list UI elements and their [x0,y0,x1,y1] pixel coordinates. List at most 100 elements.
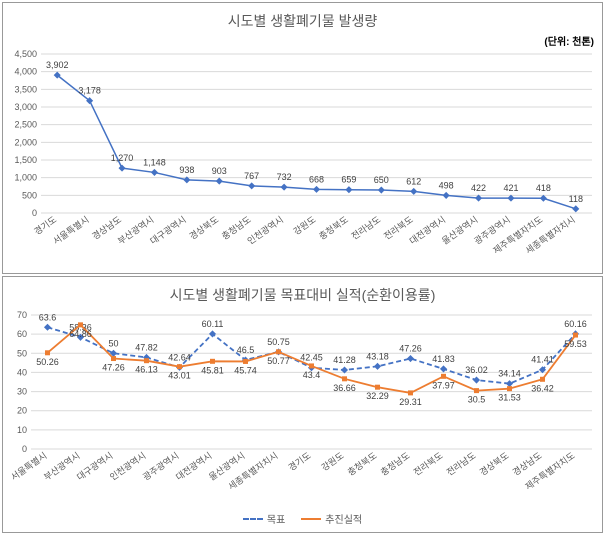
svg-text:대전광역시: 대전광역시 [173,450,213,483]
svg-text:40: 40 [17,367,27,377]
svg-text:충청남도: 충청남도 [379,450,412,477]
legend-item-target: 목표 [243,511,285,526]
svg-text:부산광역시: 부산광역시 [41,450,81,483]
svg-text:60: 60 [17,329,27,339]
svg-text:3,500: 3,500 [14,84,37,94]
svg-text:1,270: 1,270 [111,153,134,163]
svg-text:938: 938 [179,165,194,175]
chart-2-title: 시도별 생활폐기물 목표대비 실적(순환이용률) [3,277,602,307]
svg-text:45.74: 45.74 [234,365,257,375]
legend-label-actual: 추진실적 [325,511,362,526]
svg-text:418: 418 [536,183,551,193]
svg-text:50: 50 [17,348,27,358]
svg-text:903: 903 [212,166,227,176]
svg-text:70: 70 [17,310,27,320]
svg-text:37.97: 37.97 [432,380,455,390]
svg-text:인천광역시: 인천광역시 [245,214,285,247]
svg-text:2,000: 2,000 [14,137,37,147]
svg-text:1,500: 1,500 [14,155,37,165]
svg-text:43.18: 43.18 [366,351,389,361]
svg-text:4,500: 4,500 [14,49,37,59]
svg-text:50.26: 50.26 [36,357,59,367]
svg-text:3,178: 3,178 [78,86,101,96]
svg-text:경기도: 경기도 [286,450,313,473]
chart-1-svg: 05001,0001,5002,0002,5003,0003,5004,0004… [3,48,602,273]
svg-text:대구광역시: 대구광역시 [74,450,114,483]
svg-text:64.86: 64.86 [69,329,92,339]
svg-text:118: 118 [569,194,583,204]
svg-text:0: 0 [32,208,37,218]
svg-text:인천광역시: 인천광역시 [107,450,147,483]
svg-text:1,148: 1,148 [143,157,166,167]
svg-text:47.82: 47.82 [135,342,158,352]
svg-text:41.83: 41.83 [432,354,455,364]
svg-text:612: 612 [406,176,421,186]
svg-text:32.29: 32.29 [366,391,389,401]
svg-text:광주광역시: 광주광역시 [140,450,180,483]
svg-text:30: 30 [17,387,27,397]
svg-text:60.16: 60.16 [564,319,587,329]
svg-text:659: 659 [341,175,356,185]
svg-text:41.28: 41.28 [333,355,356,365]
svg-text:전라북도: 전라북도 [412,450,445,477]
svg-text:30.5: 30.5 [468,395,486,405]
legend-swatch-actual [301,518,321,520]
chart-1-title: 시도별 생활폐기물 발생량 [3,3,602,33]
chart-2-svg: 01020304050607063.658.365047.8242.6460.1… [3,307,602,507]
svg-text:4,000: 4,000 [14,67,37,77]
svg-text:43.4: 43.4 [303,370,321,380]
chart-2-container: 시도별 생활폐기물 목표대비 실적(순환이용률) 010203040506070… [2,276,603,533]
legend-label-target: 목표 [267,511,285,526]
legend-item-actual: 추진실적 [301,511,362,526]
svg-text:경상북도: 경상북도 [187,214,220,242]
svg-text:20: 20 [17,406,27,416]
svg-text:전라남도: 전라남도 [350,214,383,241]
svg-text:전라남도: 전라남도 [445,450,478,477]
legend-swatch-target [243,518,263,520]
svg-text:34.14: 34.14 [498,369,521,379]
svg-text:498: 498 [439,180,454,190]
svg-text:421: 421 [503,183,518,193]
svg-text:63.6: 63.6 [39,312,57,322]
svg-text:45.81: 45.81 [201,365,224,375]
svg-text:732: 732 [277,172,292,182]
svg-text:36.66: 36.66 [333,383,356,393]
svg-text:47.26: 47.26 [399,344,422,354]
chart-1-unit: (단위: 천톤) [3,33,602,48]
svg-text:47.26: 47.26 [102,363,125,373]
svg-text:경상북도: 경상북도 [477,450,510,478]
svg-text:29.31: 29.31 [399,397,422,407]
svg-text:10: 10 [17,425,27,435]
svg-text:충청북도: 충청북도 [346,450,379,477]
svg-text:36.02: 36.02 [465,365,488,375]
svg-text:60.11: 60.11 [202,319,224,329]
svg-text:42.64: 42.64 [168,352,191,362]
svg-text:46.5: 46.5 [237,345,255,355]
svg-text:서울특별시: 서울특별시 [9,450,49,482]
svg-text:36.42: 36.42 [531,383,554,393]
svg-text:충청북도: 충청북도 [317,214,350,241]
svg-text:42.45: 42.45 [300,353,323,363]
chart-1-container: 시도별 생활폐기물 발생량 (단위: 천톤) 0 500 1,000 1,500 2,0… [2,2,603,274]
svg-text:50: 50 [108,338,118,348]
svg-text:41.41: 41.41 [531,355,554,365]
svg-text:3,000: 3,000 [14,102,37,112]
svg-text:43.01: 43.01 [168,371,191,381]
svg-text:50.75: 50.75 [267,337,290,347]
svg-text:650: 650 [374,175,389,185]
svg-text:50.77: 50.77 [267,356,290,366]
svg-text:강원도: 강원도 [320,450,346,472]
svg-text:46.13: 46.13 [135,365,158,375]
chart-1-area: 05001,0001,5002,0002,5003,0003,5004,0004… [3,48,602,273]
svg-text:500: 500 [22,190,37,200]
svg-text:서울특별시: 서울특별시 [51,214,91,246]
svg-text:668: 668 [309,174,324,184]
chart-2-legend: 목표 추진실적 [3,507,602,532]
svg-text:59.53: 59.53 [564,339,587,349]
svg-text:대구광역시: 대구광역시 [148,214,188,247]
svg-text:767: 767 [244,171,259,181]
svg-text:강원도: 강원도 [292,214,318,236]
svg-text:3,902: 3,902 [46,60,69,70]
svg-text:1,000: 1,000 [14,173,37,183]
svg-text:422: 422 [471,183,486,193]
